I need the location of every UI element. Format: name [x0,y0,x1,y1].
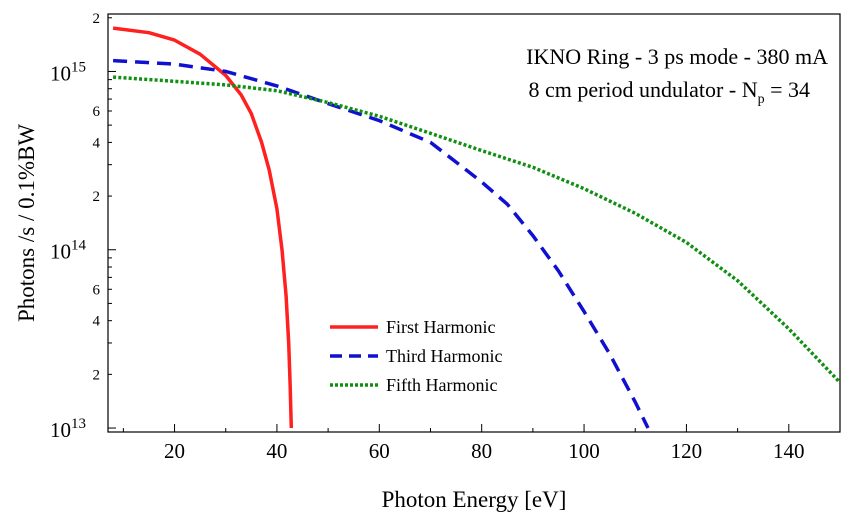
y-minor-label: 6 [93,282,101,298]
annotation-line1: IKNO Ring - 3 ps mode - 380 mA [526,44,828,69]
y-minor-label: 4 [93,135,101,151]
legend-label-first: First Harmonic [386,317,496,337]
x-tick-label: 100 [568,439,600,463]
y-tick-label: 1015 [50,59,86,85]
y-axis-label: Photons /s / 0.1%BW [14,124,39,322]
x-axis-label: Photon Energy [eV] [382,487,567,512]
third-harmonic-line [113,58,650,429]
first-harmonic-line [112,26,294,429]
annotation-subscript: p [758,92,765,107]
annotation-line2: 8 cm period undulator - Np = 34 [528,77,810,107]
x-tick-label: 140 [773,439,805,463]
legend-label-fifth: Fifth Harmonic [386,375,497,395]
y-tick-label: 1013 [50,416,86,442]
plot-frame [107,13,841,433]
y-minor-label: 4 [93,314,101,330]
ticks-layer: 20 40 60 80 100 120 140 1013 1014 1015 2 4 6 2 4 6 2 [50,11,841,463]
y-minor-label: 2 [93,189,101,205]
x-tick-label: 40 [266,439,287,463]
x-tick-label: 80 [471,439,492,463]
x-tick-label: 60 [369,439,390,463]
y-tick-label: 1014 [50,238,87,264]
x-tick-label: 120 [671,439,703,463]
series-layer [112,26,842,429]
y-minor-label: 2 [93,11,101,27]
fifth-harmonic-line [112,75,842,384]
y-minor-label: 6 [93,104,101,120]
annotation: IKNO Ring - 3 ps mode - 380 mA 8 cm peri… [526,44,828,107]
legend-label-third: Third Harmonic [386,346,502,366]
y-minor-label: 2 [93,367,101,383]
x-tick-label: 20 [164,439,185,463]
legend: First Harmonic Third Harmonic Fifth Harm… [330,317,502,395]
